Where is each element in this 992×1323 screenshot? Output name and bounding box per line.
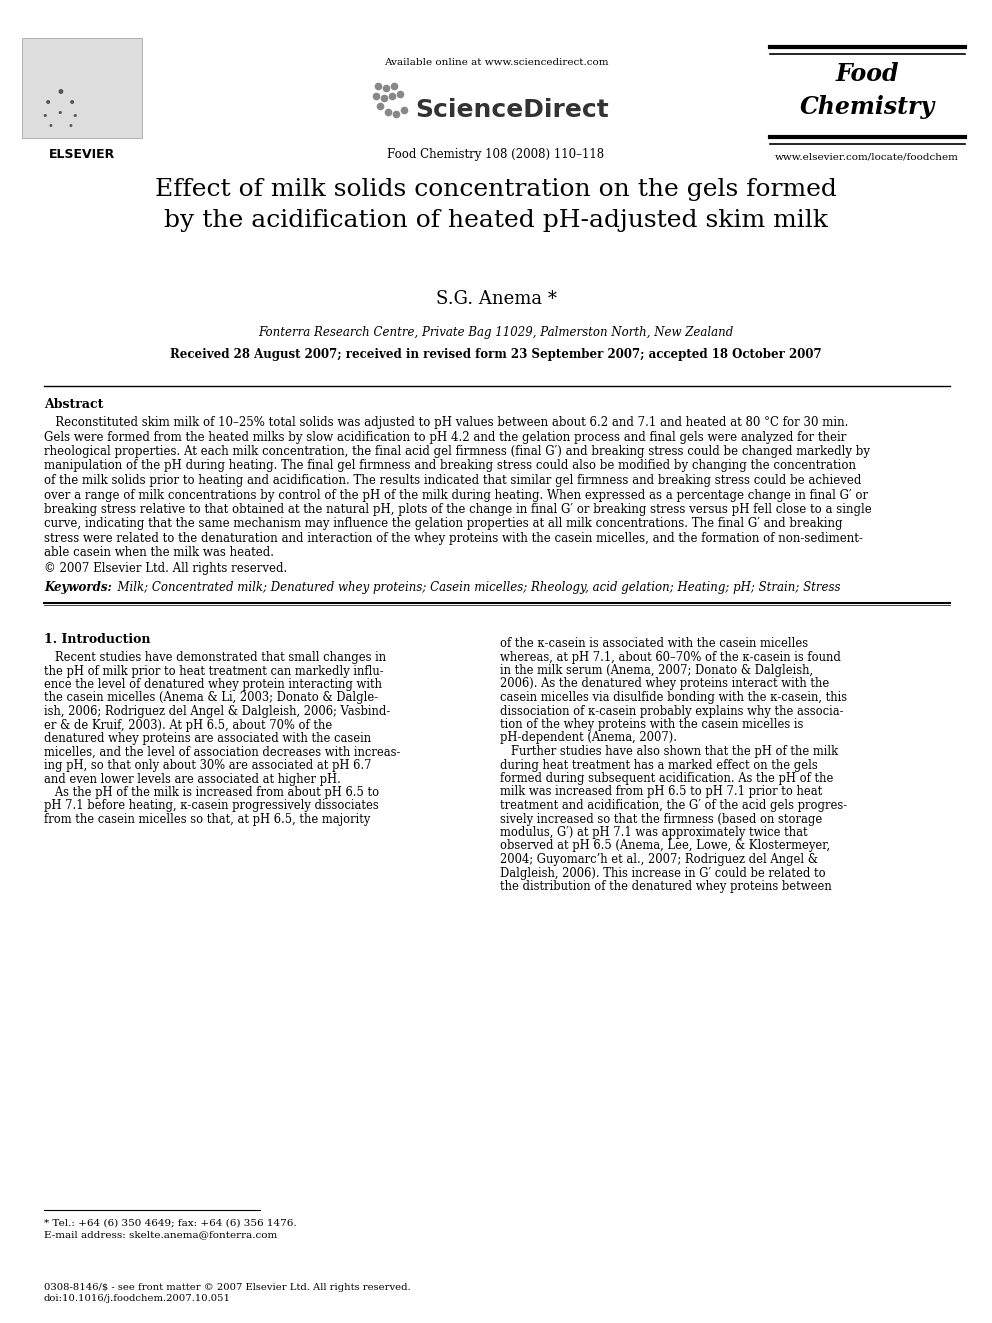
Text: •: • [44,97,53,110]
Text: ence the level of denatured whey protein interacting with: ence the level of denatured whey protein… [44,677,382,691]
Text: of the κ-casein is associated with the casein micelles: of the κ-casein is associated with the c… [500,636,808,650]
Text: pH 7.1 before heating, κ-casein progressively dissociates: pH 7.1 before heating, κ-casein progress… [44,799,379,812]
Bar [22,38,142,138]
Text: •: • [56,83,64,102]
Text: milk was increased from pH 6.5 to pH 7.1 prior to heat: milk was increased from pH 6.5 to pH 7.1… [500,786,822,799]
Text: Gels were formed from the heated milks by slow acidification to pH 4.2 and the g: Gels were formed from the heated milks b… [44,430,846,443]
Text: casein micelles via disulfide bonding with the κ-casein, this: casein micelles via disulfide bonding wi… [500,691,847,704]
Text: •: • [47,120,53,131]
Text: •: • [42,111,49,120]
Text: © 2007 Elsevier Ltd. All rights reserved.: © 2007 Elsevier Ltd. All rights reserved… [44,562,288,576]
Text: 1. Introduction: 1. Introduction [44,632,151,646]
Text: 2004; Guyomarc’h et al., 2007; Rodriguez del Angel &: 2004; Guyomarc’h et al., 2007; Rodriguez… [500,853,818,867]
Text: E-mail address: skelte.anema@fonterra.com: E-mail address: skelte.anema@fonterra.co… [44,1230,277,1240]
Text: •: • [67,120,73,131]
Text: Milk; Concentrated milk; Denatured whey proteins; Casein micelles; Rheology, aci: Milk; Concentrated milk; Denatured whey … [110,581,840,594]
Text: manipulation of the pH during heating. The final gel firmness and breaking stres: manipulation of the pH during heating. T… [44,459,856,472]
Text: www.elsevier.com/locate/foodchem: www.elsevier.com/locate/foodchem [775,152,959,161]
Text: modulus, G′) at pH 7.1 was approximately twice that: modulus, G′) at pH 7.1 was approximately… [500,826,807,839]
Text: Food Chemistry 108 (2008) 110–118: Food Chemistry 108 (2008) 110–118 [388,148,604,161]
Text: breaking stress relative to that obtained at the natural pH, plots of the change: breaking stress relative to that obtaine… [44,503,872,516]
Text: ing pH, so that only about 30% are associated at pH 6.7: ing pH, so that only about 30% are assoc… [44,759,371,773]
Text: the casein micelles (Anema & Li, 2003; Donato & Dalgle-: the casein micelles (Anema & Li, 2003; D… [44,692,378,705]
Text: As the pH of the milk is increased from about pH 6.5 to: As the pH of the milk is increased from … [44,786,379,799]
Text: able casein when the milk was heated.: able casein when the milk was heated. [44,546,274,560]
Text: Abstract: Abstract [44,398,103,411]
Text: •: • [71,111,78,120]
Text: over a range of milk concentrations by control of the pH of the milk during heat: over a range of milk concentrations by c… [44,488,868,501]
Text: Reconstituted skim milk of 10–25% total solids was adjusted to pH values between: Reconstituted skim milk of 10–25% total … [44,415,848,429]
Text: S.G. Anema *: S.G. Anema * [435,290,557,308]
Text: doi:10.1016/j.foodchem.2007.10.051: doi:10.1016/j.foodchem.2007.10.051 [44,1294,231,1303]
Text: treatment and acidification, the G′ of the acid gels progres-: treatment and acidification, the G′ of t… [500,799,847,812]
Text: the pH of milk prior to heat treatment can markedly influ-: the pH of milk prior to heat treatment c… [44,664,384,677]
Text: dissociation of κ-casein probably explains why the associa-: dissociation of κ-casein probably explai… [500,705,843,717]
Text: the distribution of the denatured whey proteins between: the distribution of the denatured whey p… [500,880,831,893]
Text: 2006). As the denatured whey proteins interact with the: 2006). As the denatured whey proteins in… [500,677,829,691]
Text: pH-dependent (Anema, 2007).: pH-dependent (Anema, 2007). [500,732,677,745]
Text: and even lower levels are associated at higher pH.: and even lower levels are associated at … [44,773,341,786]
Text: er & de Kruif, 2003). At pH 6.5, about 70% of the: er & de Kruif, 2003). At pH 6.5, about 7… [44,718,332,732]
Text: ish, 2006; Rodriguez del Angel & Dalgleish, 2006; Vasbind-: ish, 2006; Rodriguez del Angel & Dalglei… [44,705,390,718]
Text: Food: Food [835,62,899,86]
Text: denatured whey proteins are associated with the casein: denatured whey proteins are associated w… [44,732,371,745]
Text: from the casein micelles so that, at pH 6.5, the majority: from the casein micelles so that, at pH … [44,814,370,826]
Text: Dalgleish, 2006). This increase in G′ could be related to: Dalgleish, 2006). This increase in G′ co… [500,867,825,880]
Text: observed at pH 6.5 (Anema, Lee, Lowe, & Klostermeyer,: observed at pH 6.5 (Anema, Lee, Lowe, & … [500,840,830,852]
Text: in the milk serum (Anema, 2007; Donato & Dalgleish,: in the milk serum (Anema, 2007; Donato &… [500,664,813,677]
Text: •: • [57,108,63,118]
Text: Recent studies have demonstrated that small changes in: Recent studies have demonstrated that sm… [44,651,386,664]
Text: ELSEVIER: ELSEVIER [49,148,115,161]
Text: 0308-8146/$ - see front matter © 2007 Elsevier Ltd. All rights reserved.: 0308-8146/$ - see front matter © 2007 El… [44,1283,411,1293]
Text: Fonterra Research Centre, Private Bag 11029, Palmerston North, New Zealand: Fonterra Research Centre, Private Bag 11… [258,325,734,339]
Text: * Tel.: +64 (6) 350 4649; fax: +64 (6) 356 1476.: * Tel.: +64 (6) 350 4649; fax: +64 (6) 3… [44,1218,297,1226]
Text: sively increased so that the firmness (based on storage: sively increased so that the firmness (b… [500,812,822,826]
Text: Received 28 August 2007; received in revised form 23 September 2007; accepted 18: Received 28 August 2007; received in rev… [171,348,821,361]
Text: rheological properties. At each milk concentration, the final acid gel firmness : rheological properties. At each milk con… [44,445,870,458]
Text: whereas, at pH 7.1, about 60–70% of the κ-casein is found: whereas, at pH 7.1, about 60–70% of the … [500,651,841,664]
Text: Keywords:: Keywords: [44,581,112,594]
Text: during heat treatment has a marked effect on the gels: during heat treatment has a marked effec… [500,758,817,771]
Text: Further studies have also shown that the pH of the milk: Further studies have also shown that the… [500,745,838,758]
Text: of the milk solids prior to heating and acidification. The results indicated tha: of the milk solids prior to heating and … [44,474,861,487]
Text: formed during subsequent acidification. As the pH of the: formed during subsequent acidification. … [500,773,833,785]
Text: tion of the whey proteins with the casein micelles is: tion of the whey proteins with the casei… [500,718,804,732]
Text: ScienceDirect: ScienceDirect [415,98,609,122]
Text: •: • [67,97,76,110]
Text: micelles, and the level of association decreases with increas-: micelles, and the level of association d… [44,745,401,758]
Text: stress were related to the denaturation and interaction of the whey proteins wit: stress were related to the denaturation … [44,532,863,545]
Text: Available online at www.sciencedirect.com: Available online at www.sciencedirect.co… [384,58,608,67]
Text: Effect of milk solids concentration on the gels formed
by the acidification of h: Effect of milk solids concentration on t… [155,179,837,232]
Text: Chemistry: Chemistry [800,95,934,119]
Text: curve, indicating that the same mechanism may influence the gelation properties : curve, indicating that the same mechanis… [44,517,842,531]
